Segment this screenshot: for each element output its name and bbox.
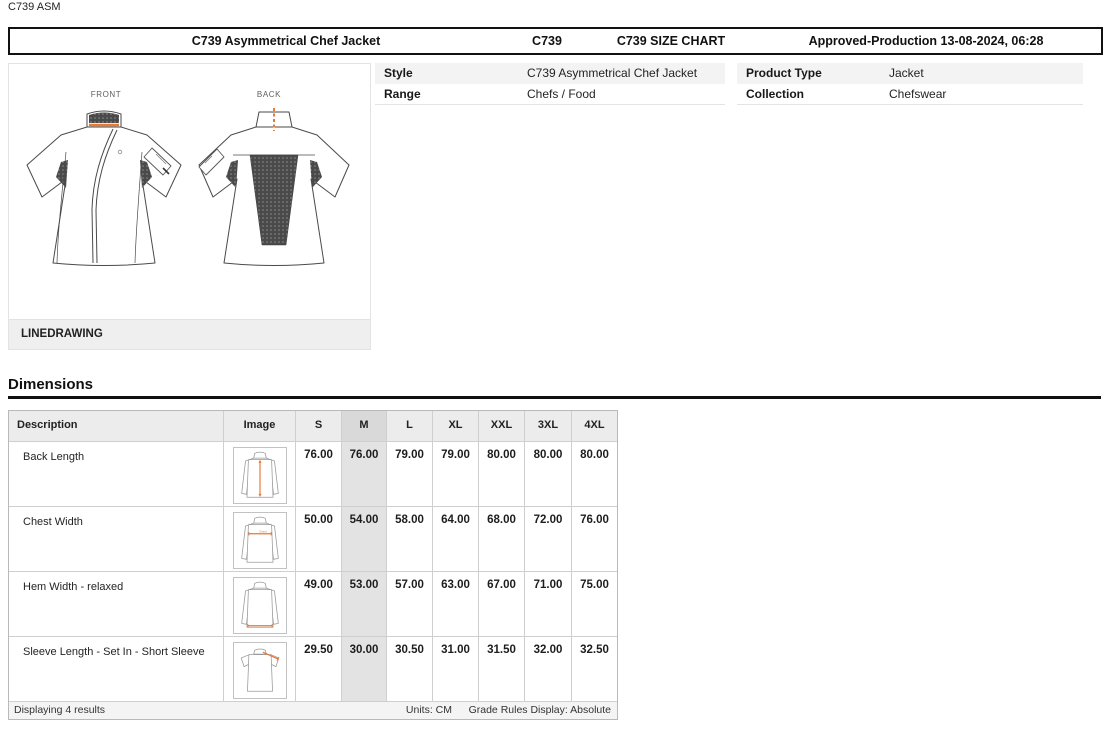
results-count: Displaying 4 results <box>14 704 106 716</box>
table-row-hem-width: Hem Width - relaxed <box>9 571 617 636</box>
column-header-s: S <box>295 411 341 441</box>
style-info-left: Style C739 Asymmetrical Chef Jacket Rang… <box>375 63 725 105</box>
info-row-collection: Collection Chefswear <box>737 84 1083 105</box>
size-cell: 31.50 <box>478 637 524 701</box>
table-row-chest-width: Chest Width Chest <box>9 506 617 571</box>
column-header-3xl: 3XL <box>524 411 571 441</box>
sleeve-length-thumbnail <box>232 642 287 699</box>
dimension-image-cell <box>223 572 295 636</box>
front-view-label: FRONT <box>90 90 122 99</box>
header-chart-title: C739 SIZE CHART <box>616 34 726 48</box>
column-header-l: L <box>386 411 432 441</box>
range-label: Range <box>384 87 421 101</box>
size-cell: 79.00 <box>386 442 432 506</box>
size-cell-sample: 54.00 <box>341 507 386 571</box>
size-cell-sample: 30.00 <box>341 637 386 701</box>
size-cell: 29.50 <box>295 637 341 701</box>
sleeve-pocket-back <box>198 148 225 176</box>
size-cell: 32.50 <box>571 637 617 701</box>
sleeve-pocket-front <box>143 147 172 176</box>
back-view-label: BACK <box>256 90 282 99</box>
chest-width-thumbnail: Chest <box>232 512 287 569</box>
front-view-drawing <box>26 110 182 266</box>
document-code: C739 ASM <box>8 1 61 13</box>
dimension-image-cell: Chest <box>223 507 295 571</box>
table-row-back-length: Back Length 76. <box>9 441 617 506</box>
size-cell: 50.00 <box>295 507 341 571</box>
dimensions-section-title: Dimensions <box>8 376 94 393</box>
collection-value: Chefswear <box>889 87 947 101</box>
size-cell: 80.00 <box>478 442 524 506</box>
column-header-m: M <box>341 411 386 441</box>
info-row-style: Style C739 Asymmetrical Chef Jacket <box>375 63 725 84</box>
info-row-range: Range Chefs / Food <box>375 84 725 105</box>
size-cell: 79.00 <box>432 442 478 506</box>
dimensions-table: Description Image S M L XL XXL 3XL 4XL B… <box>8 410 618 720</box>
chef-jacket-linedrawing <box>26 108 350 266</box>
size-cell: 63.00 <box>432 572 478 636</box>
size-cell: 67.00 <box>478 572 524 636</box>
size-cell: 31.00 <box>432 637 478 701</box>
size-cell-sample: 76.00 <box>341 442 386 506</box>
header-style-title: C739 Asymmetrical Chef Jacket <box>191 34 381 48</box>
size-cell: 32.00 <box>524 637 571 701</box>
header-style-code: C739 <box>532 34 562 48</box>
column-header-image: Image <box>223 411 295 441</box>
dimensions-header-row: Description Image S M L XL XXL 3XL 4XL <box>9 411 617 441</box>
back-mesh-panel <box>249 154 299 246</box>
header-bar: C739 Asymmetrical Chef Jacket C739 C739 … <box>8 27 1103 55</box>
dimension-description: Chest Width <box>23 516 83 528</box>
style-label: Style <box>384 66 413 80</box>
size-cell: 72.00 <box>524 507 571 571</box>
column-header-description: Description <box>17 419 78 431</box>
linedrawing-caption: LINEDRAWING <box>9 319 370 349</box>
size-cell: 64.00 <box>432 507 478 571</box>
column-header-4xl: 4XL <box>571 411 617 441</box>
size-cell: 30.50 <box>386 637 432 701</box>
dimension-description: Back Length <box>23 451 85 463</box>
size-cell: 57.00 <box>386 572 432 636</box>
back-length-thumbnail <box>232 447 287 504</box>
size-cell: 76.00 <box>571 507 617 571</box>
size-cell: 71.00 <box>524 572 571 636</box>
product-type-label: Product Type <box>746 66 822 80</box>
dimension-description: Hem Width - relaxed <box>23 581 124 593</box>
collection-label: Collection <box>746 87 805 101</box>
table-footer: Displaying 4 results Units: CM Grade Rul… <box>9 701 617 719</box>
size-cell: 58.00 <box>386 507 432 571</box>
size-cell: 49.00 <box>295 572 341 636</box>
size-cell: 76.00 <box>295 442 341 506</box>
linedrawing-panel: FRONT BACK <box>8 63 371 350</box>
back-view-drawing <box>198 108 350 266</box>
range-value: Chefs / Food <box>527 87 596 101</box>
size-cell-sample: 53.00 <box>341 572 386 636</box>
info-row-product-type: Product Type Jacket <box>737 63 1083 84</box>
style-info-right: Product Type Jacket Collection Chefswear <box>737 63 1083 105</box>
product-type-value: Jacket <box>889 66 924 80</box>
dimension-image-cell <box>223 637 295 701</box>
header-approval-status: Approved-Production 13-08-2024, 06:28 <box>808 34 1044 48</box>
style-value: C739 Asymmetrical Chef Jacket <box>527 66 698 80</box>
column-header-xl: XL <box>432 411 478 441</box>
svg-text:Chest: Chest <box>259 529 267 533</box>
hem-width-thumbnail <box>232 577 287 634</box>
size-cell: 80.00 <box>571 442 617 506</box>
table-row-sleeve-length: Sleeve Length - Set In - Short Sleeve <box>9 636 617 701</box>
column-header-xxl: XXL <box>478 411 524 441</box>
size-cell: 80.00 <box>524 442 571 506</box>
dimensions-rule <box>8 396 1101 399</box>
dimension-image-cell <box>223 442 295 506</box>
dimension-description: Sleeve Length - Set In - Short Sleeve <box>23 646 205 658</box>
grade-rules-display: Grade Rules Display: Absolute <box>468 704 611 716</box>
size-cell: 68.00 <box>478 507 524 571</box>
size-cell: 75.00 <box>571 572 617 636</box>
units-indicator: Units: CM <box>405 704 452 716</box>
